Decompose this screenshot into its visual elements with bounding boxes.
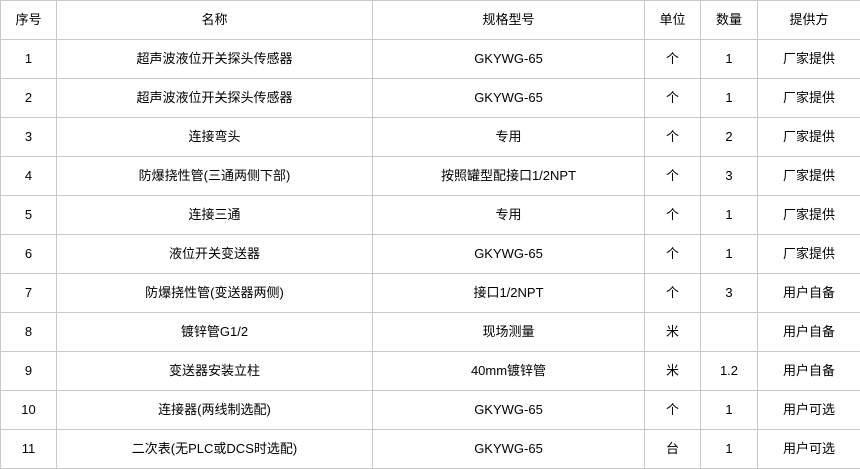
cell-index: 3 bbox=[1, 118, 57, 157]
cell-spec: 专用 bbox=[373, 196, 645, 235]
column-header-spec: 规格型号 bbox=[373, 1, 645, 40]
cell-provider: 厂家提供 bbox=[758, 196, 860, 235]
cell-name: 防爆挠性管(变送器两侧) bbox=[57, 274, 373, 313]
cell-name: 连接弯头 bbox=[57, 118, 373, 157]
table-header: 序号 名称 规格型号 单位 数量 提供方 bbox=[1, 1, 860, 40]
cell-provider: 厂家提供 bbox=[758, 157, 860, 196]
cell-unit: 个 bbox=[645, 40, 701, 79]
column-header-provider: 提供方 bbox=[758, 1, 860, 40]
cell-unit: 个 bbox=[645, 118, 701, 157]
cell-provider: 厂家提供 bbox=[758, 40, 860, 79]
cell-provider: 厂家提供 bbox=[758, 235, 860, 274]
cell-unit: 个 bbox=[645, 157, 701, 196]
cell-name: 二次表(无PLC或DCS时选配) bbox=[57, 430, 373, 469]
cell-unit: 个 bbox=[645, 79, 701, 118]
cell-index: 11 bbox=[1, 430, 57, 469]
cell-qty: 3 bbox=[701, 274, 758, 313]
cell-qty: 2 bbox=[701, 118, 758, 157]
cell-provider: 用户可选 bbox=[758, 430, 860, 469]
cell-index: 10 bbox=[1, 391, 57, 430]
cell-name: 连接三通 bbox=[57, 196, 373, 235]
cell-index: 2 bbox=[1, 79, 57, 118]
column-header-unit: 单位 bbox=[645, 1, 701, 40]
cell-unit: 个 bbox=[645, 196, 701, 235]
cell-name: 液位开关变送器 bbox=[57, 235, 373, 274]
cell-provider: 用户可选 bbox=[758, 391, 860, 430]
cell-name: 超声波液位开关探头传感器 bbox=[57, 40, 373, 79]
cell-spec: 现场测量 bbox=[373, 313, 645, 352]
cell-spec: GKYWG-65 bbox=[373, 235, 645, 274]
cell-qty: 3 bbox=[701, 157, 758, 196]
cell-provider: 厂家提供 bbox=[758, 79, 860, 118]
cell-qty: 1 bbox=[701, 40, 758, 79]
cell-provider: 用户自备 bbox=[758, 352, 860, 391]
cell-provider: 用户自备 bbox=[758, 313, 860, 352]
cell-unit: 个 bbox=[645, 235, 701, 274]
cell-name: 镀锌管G1/2 bbox=[57, 313, 373, 352]
cell-name: 连接器(两线制选配) bbox=[57, 391, 373, 430]
cell-qty: 1 bbox=[701, 79, 758, 118]
cell-qty: 1 bbox=[701, 196, 758, 235]
cell-index: 7 bbox=[1, 274, 57, 313]
cell-spec: GKYWG-65 bbox=[373, 40, 645, 79]
cell-index: 5 bbox=[1, 196, 57, 235]
cell-qty: 1 bbox=[701, 235, 758, 274]
cell-index: 4 bbox=[1, 157, 57, 196]
cell-index: 9 bbox=[1, 352, 57, 391]
column-header-qty: 数量 bbox=[701, 1, 758, 40]
cell-index: 1 bbox=[1, 40, 57, 79]
cell-index: 6 bbox=[1, 235, 57, 274]
cell-spec: GKYWG-65 bbox=[373, 391, 645, 430]
column-header-name: 名称 bbox=[57, 1, 373, 40]
column-header-index: 序号 bbox=[1, 1, 57, 40]
cell-qty bbox=[701, 313, 758, 352]
cell-qty: 1.2 bbox=[701, 352, 758, 391]
cell-spec: 40mm镀锌管 bbox=[373, 352, 645, 391]
cell-name: 防爆挠性管(三通两侧下部) bbox=[57, 157, 373, 196]
cell-unit: 个 bbox=[645, 274, 701, 313]
cell-name: 超声波液位开关探头传感器 bbox=[57, 79, 373, 118]
cell-spec: 按照罐型配接口1/2NPT bbox=[373, 157, 645, 196]
cell-spec: 接口1/2NPT bbox=[373, 274, 645, 313]
cell-spec: 专用 bbox=[373, 118, 645, 157]
cell-spec: GKYWG-65 bbox=[373, 430, 645, 469]
cell-provider: 厂家提供 bbox=[758, 118, 860, 157]
cell-qty: 1 bbox=[701, 430, 758, 469]
cell-provider: 用户自备 bbox=[758, 274, 860, 313]
cell-index: 8 bbox=[1, 313, 57, 352]
cell-unit: 个 bbox=[645, 391, 701, 430]
cell-name: 变送器安装立柱 bbox=[57, 352, 373, 391]
cell-spec: GKYWG-65 bbox=[373, 79, 645, 118]
cell-unit: 米 bbox=[645, 352, 701, 391]
table-header-row: 序号 名称 规格型号 单位 数量 提供方 bbox=[1, 1, 860, 40]
cell-qty: 1 bbox=[701, 391, 758, 430]
cell-unit: 米 bbox=[645, 313, 701, 352]
cell-unit: 台 bbox=[645, 430, 701, 469]
